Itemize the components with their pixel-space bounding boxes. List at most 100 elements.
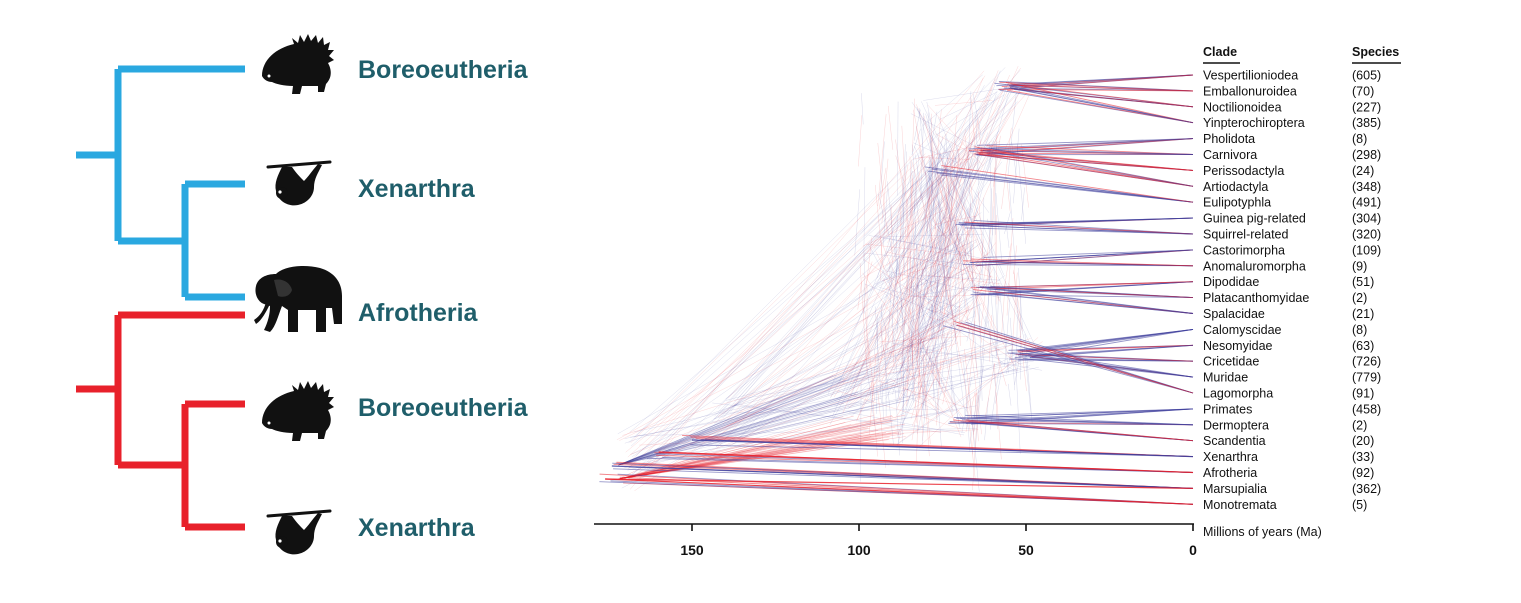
posterior-tree-branch — [902, 199, 908, 281]
posterior-tree-branch — [726, 319, 964, 427]
posterior-tree-branch — [996, 346, 1001, 371]
posterior-tree-branch — [906, 178, 913, 373]
posterior-tree-branch — [618, 377, 904, 466]
posterior-tree-branch — [618, 439, 889, 480]
clade-name: Vespertilioniodea — [1203, 69, 1298, 83]
posterior-tree-branch — [832, 150, 952, 417]
clade-name: Carnivora — [1203, 148, 1257, 162]
posterior-tree-branch — [925, 113, 946, 180]
posterior-tree-branch — [1013, 272, 1023, 332]
clade-species-count: (8) — [1352, 132, 1367, 146]
posterior-tree-branch — [874, 234, 996, 262]
posterior-tree-branch — [833, 210, 959, 398]
posterior-tree-branch — [901, 151, 907, 240]
posterior-tree-branch — [895, 215, 899, 257]
posterior-tree-branch — [935, 135, 944, 171]
posterior-tree-branch — [917, 214, 927, 260]
posterior-tree-branch — [937, 212, 954, 226]
posterior-tree-branch — [1013, 128, 1020, 204]
sloth-icon — [266, 509, 332, 556]
tip-branch — [975, 281, 1194, 296]
posterior-tree-branch — [637, 155, 929, 475]
posterior-tree-branch — [874, 184, 884, 270]
tip-branch — [971, 258, 1194, 267]
clade-name: Scandentia — [1203, 434, 1266, 448]
posterior-tree-branch — [849, 206, 951, 388]
tip-branch — [973, 289, 1194, 314]
posterior-tree-branch — [618, 382, 895, 466]
posterior-tree-branch — [967, 354, 973, 395]
posterior-tree-branch — [890, 204, 893, 264]
tip-branch — [970, 249, 1194, 264]
clade-name: Marsupialia — [1203, 482, 1267, 496]
posterior-tree-branch — [879, 335, 968, 343]
posterior-tree-branch — [918, 180, 932, 311]
posterior-tree-branch — [915, 321, 920, 400]
posterior-tree-branch — [918, 157, 971, 160]
posterior-tree-branch — [934, 170, 945, 257]
posterior-tree-branch — [842, 149, 972, 379]
axis-tick-label: 100 — [847, 542, 871, 558]
posterior-tree-branch — [1007, 92, 1017, 176]
posterior-tree-branch — [868, 235, 973, 255]
posterior-tree-branch — [628, 98, 989, 480]
posterior-tree-branch — [628, 67, 1006, 444]
posterior-tree-branch — [1006, 218, 1014, 316]
posterior-tree-branch — [967, 244, 973, 283]
posterior-tree-branch — [618, 382, 829, 466]
posterior-tree-branch — [950, 114, 958, 185]
posterior-tree-branch — [966, 238, 969, 260]
posterior-tree-branch — [958, 256, 961, 346]
clade-species-count: (726) — [1352, 355, 1381, 369]
posterior-tree-branch — [899, 341, 1043, 443]
posterior-tree-branch — [891, 330, 895, 368]
posterior-tree-branch — [867, 243, 964, 422]
posterior-tree-branch — [646, 96, 999, 463]
posterior-tree-branch — [921, 390, 940, 416]
posterior-tree-branch — [913, 109, 921, 141]
posterior-tree-branch — [914, 154, 960, 426]
posterior-tree-branch — [913, 109, 972, 419]
posterior-tree-branch — [832, 165, 937, 372]
posterior-tree-branch — [917, 251, 991, 301]
posterior-tree-branch — [911, 328, 914, 367]
clade-name: Afrotheria — [1203, 466, 1257, 480]
posterior-tree-branch — [914, 304, 918, 351]
posterior-tree-branch — [838, 338, 1031, 406]
posterior-tree-branch — [878, 359, 1033, 382]
posterior-tree-branch — [903, 214, 961, 346]
leaf-label-xenarthra: Xenarthra — [358, 514, 476, 542]
posterior-tree-branch — [903, 365, 1031, 399]
posterior-tree-branch — [936, 196, 953, 426]
posterior-tree-branch — [631, 258, 955, 475]
posterior-tree-branch — [877, 114, 887, 207]
posterior-tree-branch — [956, 218, 971, 238]
posterior-tree-branch — [717, 229, 970, 417]
posterior-tree-branch — [640, 149, 1001, 477]
posterior-tree-branch — [922, 93, 1009, 409]
posterior-tree-branch — [917, 108, 959, 241]
posterior-tree-branch — [627, 148, 973, 458]
posterior-tree-branch — [969, 389, 979, 445]
clade-species-count: (2) — [1352, 291, 1367, 305]
clade-species-count: (227) — [1352, 100, 1381, 114]
posterior-tree-branch — [936, 109, 942, 159]
posterior-tree-branch — [917, 158, 973, 435]
posterior-tree-branch — [935, 383, 945, 409]
posterior-tree-branch — [896, 232, 951, 448]
tip-branch — [980, 138, 1194, 152]
tip-branch — [953, 417, 1194, 426]
posterior-tree-branch — [961, 226, 969, 275]
clade-species-count: (605) — [1352, 69, 1381, 83]
posterior-tree-branch — [945, 168, 948, 256]
posterior-tree-branch — [867, 339, 875, 401]
posterior-tree-branch — [901, 162, 964, 369]
posterior-tree-branch — [994, 167, 996, 260]
posterior-tree-branch — [830, 218, 970, 397]
posterior-tree-branch — [630, 101, 1019, 447]
posterior-tree-branch — [865, 311, 870, 367]
posterior-tree-branch — [618, 389, 830, 466]
posterior-tree-branch — [886, 67, 1021, 243]
posterior-tree-branch — [887, 266, 893, 353]
posterior-tree-branch — [918, 290, 925, 367]
